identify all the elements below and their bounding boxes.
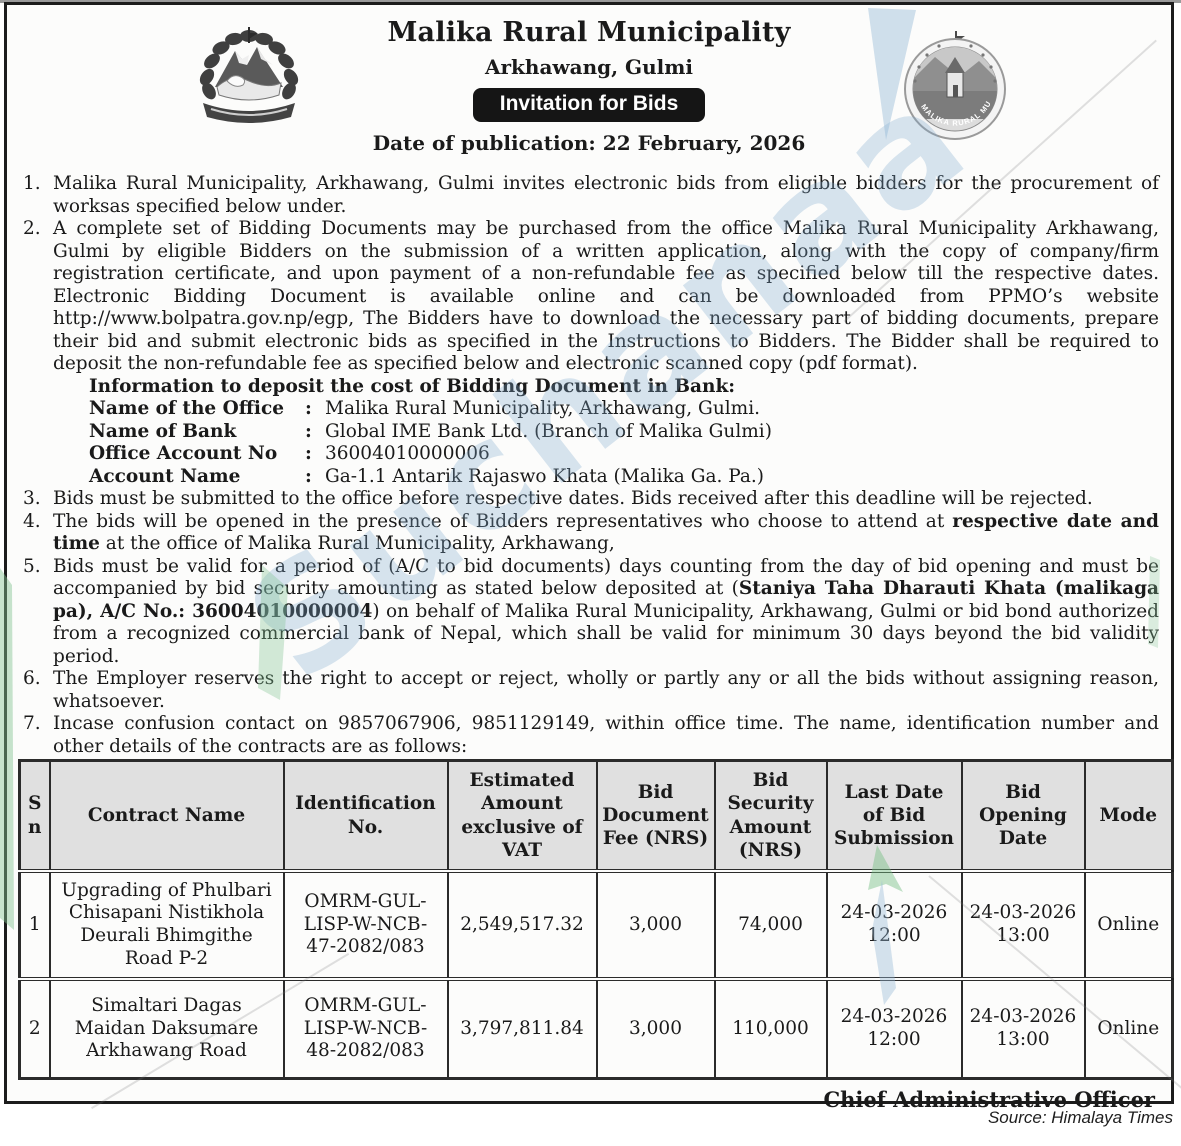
cell-identification-no: OMRM-GUL-LISP-W-NCB-47-2082/083 bbox=[282, 869, 449, 980]
table-row: 2 Simaltari Dagas Maidan Daksumare Arkha… bbox=[18, 977, 1174, 1080]
publication-date: Date of publication: 22 February, 2026 bbox=[372, 131, 806, 155]
bank-row: Account Name : Ga-1.1 Antarik Rajaswo Kh… bbox=[89, 466, 1161, 489]
item-text: Bids must be valid for a period of (A/C … bbox=[53, 555, 1159, 667]
column-header-identification-no: Identification No. bbox=[282, 759, 449, 873]
item-text: A complete set of Bidding Documents may … bbox=[53, 218, 1159, 374]
colon: : bbox=[305, 443, 312, 464]
bank-value: Ga-1.1 Antarik Rajaswo Khata (Malika Ga.… bbox=[325, 465, 765, 487]
column-header-bid-opening-date: Bid Opening Date bbox=[960, 759, 1086, 873]
item-number: 6. bbox=[23, 668, 41, 689]
bank-row: Name of Bank : Global IME Bank Ltd. (Bra… bbox=[89, 421, 1161, 444]
cell-contract-name: Upgrading of Phulbari Chisapani Nistikho… bbox=[48, 869, 285, 980]
column-header-mode: Mode bbox=[1083, 759, 1174, 873]
item-text: Malika Rural Municipality, Arkhawang, Gu… bbox=[53, 173, 1159, 217]
scan-edge-artifact bbox=[0, 0, 1181, 3]
colon: : bbox=[305, 465, 312, 487]
item-text: Bids must be submitted to the office bef… bbox=[53, 488, 1093, 509]
bank-info-heading: Information to deposit the cost of Biddi… bbox=[89, 375, 736, 397]
bank-value: Malika Rural Municipality, Arkhawang, Gu… bbox=[325, 398, 760, 419]
bank-label: Account Name bbox=[89, 465, 241, 487]
table-header-row: Sn Contract Name Identification No. Esti… bbox=[18, 759, 1174, 873]
bank-label: Office Account No bbox=[89, 443, 278, 464]
list-item-1: 1. Malika Rural Municipality, Arkhawang,… bbox=[17, 173, 1161, 218]
malika-rural-municipality-seal-icon: MALIKA RURAL MUNICIPALITY bbox=[898, 22, 1009, 145]
bank-row: Office Account No : 36004010000006 bbox=[89, 443, 1161, 466]
item-number: 5. bbox=[23, 555, 41, 577]
item-number: 1. bbox=[23, 173, 41, 194]
list-item-4: 4. The bids will be opened in the presen… bbox=[17, 511, 1161, 556]
cell-bid-security-amount: 110,000 bbox=[713, 977, 828, 1080]
cell-sn: 1 bbox=[18, 869, 51, 980]
cell-bid-document-fee: 3,000 bbox=[595, 977, 716, 1080]
item-number: 2. bbox=[23, 218, 41, 239]
cell-mode: Online bbox=[1083, 869, 1174, 980]
cell-estimated-amount: 3,797,811.84 bbox=[446, 977, 598, 1080]
table-row: 1 Upgrading of Phulbari Chisapani Nistik… bbox=[18, 869, 1174, 980]
bank-label: Name of the Office bbox=[89, 398, 284, 419]
notice-header: MALIKA RURAL MUNICIPALITY Malika Rural M… bbox=[17, 17, 1161, 169]
item-number: 7. bbox=[23, 713, 41, 734]
page-subtitle: Arkhawang, Gulmi bbox=[484, 55, 694, 79]
bank-label: Name of Bank bbox=[89, 420, 237, 442]
cell-sn: 2 bbox=[18, 977, 51, 1080]
cell-estimated-amount: 2,549,517.32 bbox=[446, 869, 598, 980]
source-attribution: Source: Himalaya Times bbox=[987, 1108, 1173, 1127]
nepal-government-emblem-icon bbox=[187, 25, 305, 133]
item-text: Incase confusion contact on 9857067906, … bbox=[53, 713, 1159, 757]
page-title: Malika Rural Municipality bbox=[387, 17, 791, 48]
item-number: 3. bbox=[23, 488, 41, 509]
contracts-table: Sn Contract Name Identification No. Esti… bbox=[18, 759, 1174, 1080]
cell-identification-no: OMRM-GUL-LISP-W-NCB-48-2082/083 bbox=[282, 977, 449, 1080]
bank-deposit-info: Information to deposit the cost of Biddi… bbox=[89, 376, 1161, 489]
column-header-bid-document-fee: Bid Document Fee (NRS) bbox=[595, 759, 716, 873]
column-header-estimated-amount: Estimated Amount exclusive of VAT bbox=[446, 759, 598, 873]
column-header-sn: Sn bbox=[18, 759, 51, 873]
cell-bid-document-fee: 3,000 bbox=[595, 869, 716, 980]
cell-contract-name: Simaltari Dagas Maidan Daksumare Arkhawa… bbox=[48, 977, 285, 1080]
cell-mode: Online bbox=[1083, 977, 1174, 1080]
column-header-bid-security-amount: Bid Security Amount (NRS) bbox=[713, 759, 828, 873]
item-text: The Employer reserves the right to accep… bbox=[53, 668, 1159, 712]
colon: : bbox=[305, 420, 312, 442]
list-item-2: 2. A complete set of Bidding Documents m… bbox=[17, 218, 1161, 376]
signature-line: Chief Administrative Officer bbox=[823, 1087, 1155, 1112]
cell-bid-security-amount: 74,000 bbox=[713, 869, 828, 980]
list-item-7: 7. Incase confusion contact on 985706790… bbox=[17, 713, 1161, 758]
bank-value: Global IME Bank Ltd. (Branch of Malika G… bbox=[325, 420, 772, 442]
cell-last-date: 24-03-2026 12:00 bbox=[825, 869, 963, 980]
bank-row: Name of the Office : Malika Rural Munici… bbox=[89, 398, 1161, 421]
notice-body: 1. Malika Rural Municipality, Arkhawang,… bbox=[17, 173, 1161, 758]
cell-bid-opening-date: 24-03-2026 13:00 bbox=[960, 977, 1086, 1080]
list-item-5: 5. Bids must be valid for a period of (A… bbox=[17, 556, 1161, 669]
notice-page: MALIKA RURAL MUNICIPALITY Malika Rural M… bbox=[4, 2, 1174, 1112]
list-item-3: 3. Bids must be submitted to the office … bbox=[17, 488, 1161, 511]
bank-value: 36004010000006 bbox=[325, 443, 490, 464]
item-number: 4. bbox=[23, 510, 41, 532]
cell-bid-opening-date: 24-03-2026 13:00 bbox=[960, 869, 1086, 980]
column-header-contract-name: Contract Name bbox=[48, 759, 285, 873]
cell-last-date: 24-03-2026 12:00 bbox=[825, 977, 963, 1080]
colon: : bbox=[305, 398, 312, 419]
invitation-badge: Invitation for Bids bbox=[472, 88, 706, 122]
item-text: The bids will be opened in the presence … bbox=[53, 510, 1159, 555]
list-item-6: 6. The Employer reserves the right to ac… bbox=[17, 668, 1161, 713]
column-header-last-date: Last Date of Bid Submission bbox=[825, 759, 963, 873]
